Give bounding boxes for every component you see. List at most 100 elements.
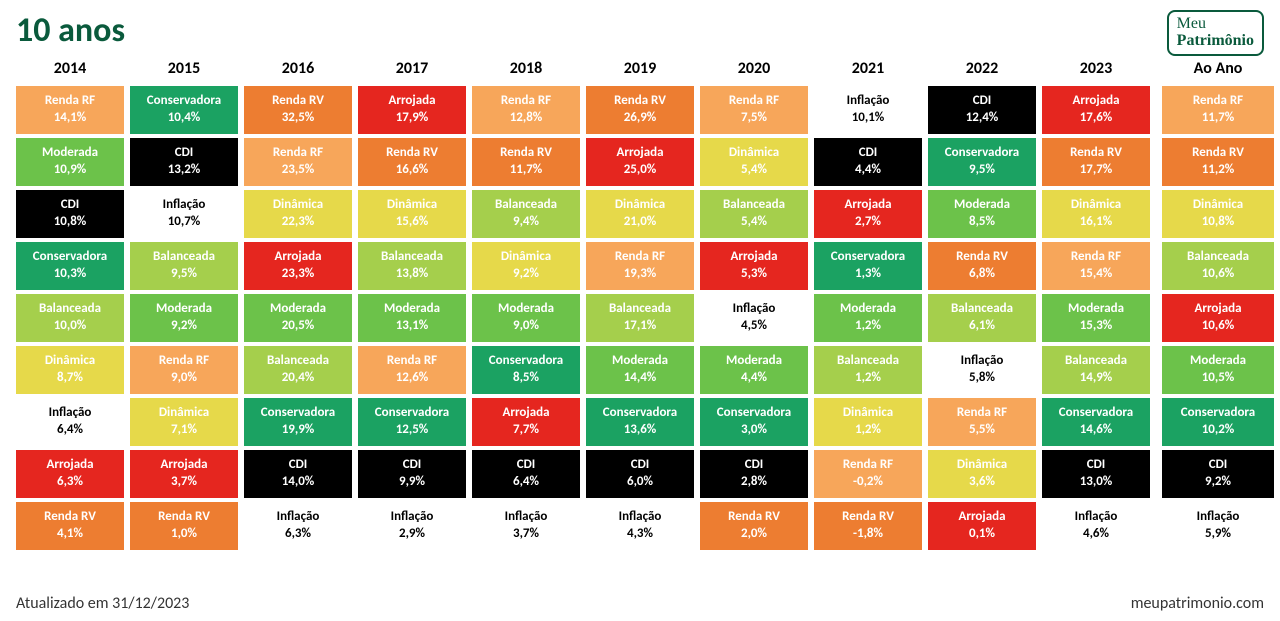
category-value: 10,6% [1202,266,1235,283]
category-cell: Arrojada0,1% [928,502,1036,550]
category-label: Inflação [277,509,320,526]
category-label: Dinâmica [501,249,551,266]
category-value: 17,9% [396,110,429,127]
category-cell: Moderada14,4% [586,346,694,394]
category-value: 20,4% [282,370,315,387]
category-label: Renda RV [158,509,210,526]
category-label: Dinâmica [843,405,893,422]
category-cell: CDI9,2% [1162,450,1274,498]
page-title: 10 anos [16,10,125,51]
category-cell: Conservadora8,5% [472,346,580,394]
category-cell: Moderada1,2% [814,294,922,342]
category-value: 10,1% [852,110,885,127]
category-cell: Renda RV4,1% [16,502,124,550]
category-value: 11,2% [1202,162,1235,179]
category-cell: CDI6,0% [586,450,694,498]
category-value: 4,4% [855,162,881,179]
category-cell: Dinâmica16,1% [1042,190,1150,238]
column-header: 2015 [130,57,238,82]
category-label: Renda RV [956,249,1008,266]
category-label: Conservadora [33,249,107,266]
category-cell: Balanceada17,1% [586,294,694,342]
category-value: 0,1% [969,526,995,543]
category-cell: Arrojada23,3% [244,242,352,290]
category-value: 13,0% [1080,474,1113,491]
column: 2021Inflação10,1%CDI4,4%Arrojada2,7%Cons… [814,57,922,550]
category-cell: Balanceada1,2% [814,346,922,394]
category-value: 9,2% [171,318,197,335]
category-value: 13,1% [396,318,429,335]
brand-logo: Meu Patrimônio [1167,10,1264,56]
category-cell: Balanceada14,9% [1042,346,1150,394]
category-cell: Inflação2,9% [358,502,466,550]
category-value: 2,7% [855,214,881,231]
category-label: Inflação [1197,509,1240,526]
category-cell: Dinâmica1,2% [814,398,922,446]
category-cell: Arrojada6,3% [16,450,124,498]
category-value: -0,2% [853,474,883,491]
category-value: 7,7% [513,422,539,439]
category-label: Renda RV [386,145,438,162]
category-value: 10,0% [54,318,87,335]
category-label: Arrojada [160,457,207,474]
category-cell: Inflação5,9% [1162,502,1274,550]
periodic-table: 2014Renda RF14,1%Moderada10,9%CDI10,8%Co… [16,57,1264,550]
column: 2018Renda RF12,8%Renda RV11,7%Balanceada… [472,57,580,550]
category-cell: Renda RV2,0% [700,502,808,550]
category-value: 10,6% [1202,318,1235,335]
category-value: 12,6% [396,370,429,387]
category-label: Balanceada [951,301,1013,318]
category-value: 10,8% [1202,214,1235,231]
category-label: Moderada [954,197,1010,214]
category-value: 3,6% [969,474,995,491]
category-value: 7,1% [171,422,197,439]
category-label: Moderada [384,301,440,318]
category-label: Dinâmica [1071,197,1121,214]
years-group: 2014Renda RF14,1%Moderada10,9%CDI10,8%Co… [16,57,1150,550]
category-value: 22,3% [282,214,315,231]
category-label: Conservadora [375,405,449,422]
category-cell: Dinâmica22,3% [244,190,352,238]
category-label: CDI [1087,457,1106,474]
category-value: 21,0% [624,214,657,231]
category-label: CDI [859,145,878,162]
category-value: 1,2% [855,422,881,439]
category-value: 11,7% [510,162,543,179]
category-value: 2,8% [741,474,767,491]
column-header: 2019 [586,57,694,82]
category-label: Balanceada [267,353,329,370]
category-label: Arrojada [274,249,321,266]
category-label: Conservadora [489,353,563,370]
category-label: Conservadora [603,405,677,422]
category-value: 9,5% [171,266,197,283]
category-label: Arrojada [844,197,891,214]
category-label: Moderada [270,301,326,318]
category-cell: CDI6,4% [472,450,580,498]
category-cell: Renda RF12,8% [472,86,580,134]
category-label: CDI [745,457,764,474]
site-url: meupatrimonio.com [1131,594,1264,613]
category-label: CDI [175,145,194,162]
category-label: CDI [631,457,650,474]
category-label: Renda RF [615,249,665,266]
category-value: 16,6% [396,162,429,179]
category-label: Moderada [1068,301,1124,318]
category-value: 6,0% [627,474,653,491]
category-cell: Arrojada17,9% [358,86,466,134]
category-value: 13,6% [624,422,657,439]
category-label: Renda RV [500,145,552,162]
category-cell: Inflação3,7% [472,502,580,550]
column-header: 2022 [928,57,1036,82]
category-label: Balanceada [609,301,671,318]
column: 2017Arrojada17,9%Renda RV16,6%Dinâmica15… [358,57,466,550]
category-value: 9,0% [513,318,539,335]
category-label: Arrojada [1072,93,1119,110]
category-value: 14,4% [624,370,657,387]
category-label: Dinâmica [1193,197,1243,214]
category-value: -1,8% [853,526,883,543]
category-label: Arrojada [616,145,663,162]
category-value: 23,3% [282,266,315,283]
category-cell: Inflação6,3% [244,502,352,550]
category-value: 4,1% [57,526,83,543]
category-value: 8,5% [969,214,995,231]
